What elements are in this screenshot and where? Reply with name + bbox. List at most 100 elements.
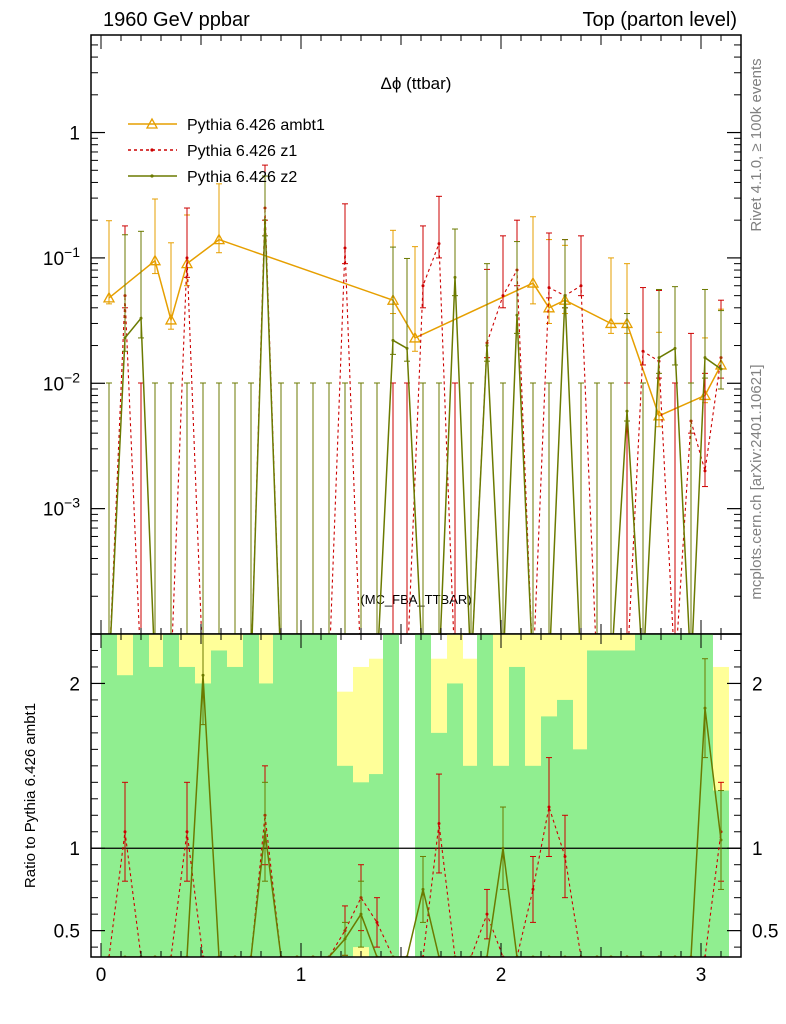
legend-marker-z1 [150, 148, 154, 152]
data-point-z2 [421, 887, 425, 891]
band-inner-bin [259, 683, 273, 957]
legend-label-ambt1: Pythia 6.426 ambt1 [187, 117, 325, 134]
y-tick-label: 1 [69, 124, 80, 145]
band-inner-bin [683, 634, 697, 957]
plot-title: Δϕ (ttbar) [381, 74, 452, 93]
data-point-z2 [391, 338, 395, 342]
data-point-z2 [453, 275, 457, 279]
data-point-z2 [719, 367, 723, 371]
header-left: 1960 GeV ppbar [103, 9, 250, 31]
legend-marker-ambt1 [145, 117, 159, 129]
data-point-z2 [139, 316, 143, 320]
band-inner-bin [697, 634, 713, 957]
side-text-bottom: mcplots.cern.ch [arXiv:2401.10621] [748, 364, 765, 599]
band-inner-bin [149, 666, 163, 957]
ratio-y-axis-label: Ratio to Pythia 6.426 ambt1 [22, 703, 39, 888]
band-inner-bin [415, 634, 431, 957]
band-inner-bin [463, 765, 477, 957]
data-point-z1 [437, 822, 441, 826]
data-point-z2 [344, 670, 347, 673]
data-point-z2 [515, 313, 519, 317]
data-point-z2 [703, 706, 707, 710]
legend-marker-z2 [150, 174, 154, 178]
ratio-y-tick-label-left: 1 [69, 839, 80, 860]
x-tick-label: 0 [96, 965, 107, 986]
data-point-ambt1 [542, 301, 556, 313]
data-point-z2 [359, 912, 363, 916]
series-line-z2 [109, 675, 722, 957]
data-point-ambt1 [408, 331, 422, 343]
band-inner-bin [587, 650, 603, 957]
y-tick-label: 10−3 [43, 495, 80, 521]
y-tick-label: 10−1 [43, 244, 80, 270]
data-point-z1 [641, 349, 645, 353]
data-point-z2 [201, 673, 205, 677]
data-point-z1 [501, 294, 505, 298]
ratio-y-tick-label-right: 0.5 [752, 922, 778, 943]
data-point-z1 [185, 830, 189, 834]
main-panel: Δϕ (ttbar) (MC_FBA_TTBAR) Pythia 6.426 amb… [43, 34, 742, 673]
band-inner-bin [163, 634, 179, 957]
data-point-z2 [563, 294, 567, 298]
ratio-frame [90, 633, 742, 958]
band-inner-bin [369, 774, 383, 957]
data-point-z1 [579, 284, 583, 288]
data-point-z1 [123, 830, 127, 834]
data-point-z2 [485, 344, 489, 348]
data-point-z2 [343, 937, 347, 941]
data-point-z1 [531, 887, 535, 891]
data-point-ambt1 [164, 313, 178, 325]
data-point-z1 [185, 256, 189, 260]
band-inner-bin [321, 634, 337, 957]
data-point-z1 [547, 286, 551, 290]
ratio-bands [101, 634, 729, 957]
header-right: Top (parton level) [582, 9, 737, 31]
band-inner-bin [101, 634, 117, 957]
legend-label-z2: Pythia 6.426 z2 [187, 169, 297, 186]
data-point-z2 [719, 838, 723, 842]
ratio-panel: 0.5 0.5 1 1 2 2 0 1 2 3 Ratio to Pythia 6.426 ambt… [22, 633, 778, 986]
band-inner-bin [227, 666, 243, 957]
band-inner-bin [509, 666, 525, 957]
ratio-y-tick-label-right: 2 [752, 674, 763, 695]
series-ambt1 [102, 183, 728, 428]
band-inner-bin [603, 650, 619, 957]
data-point-z1 [375, 920, 379, 924]
band-inner-bin [667, 634, 683, 957]
ratio-y-tick-label-left: 2 [69, 674, 80, 695]
band-inner-bin [651, 634, 667, 957]
data-point-z2 [657, 356, 661, 360]
data-point-z2 [405, 346, 409, 350]
data-point-ambt1 [212, 233, 226, 245]
band-inner-bin [211, 650, 227, 957]
data-point-z1 [343, 246, 347, 250]
data-point-z2 [263, 218, 267, 222]
data-point-ambt1 [526, 276, 540, 288]
band-inner-bin [573, 749, 587, 957]
data-point-z2 [123, 336, 127, 340]
data-point-z1 [421, 284, 425, 288]
y-tick-label: 10−2 [43, 369, 80, 395]
band-inner-bin [243, 634, 259, 957]
data-point-z1 [406, 670, 409, 673]
series-z2 [106, 175, 724, 673]
x-tick-label: 1 [296, 965, 307, 986]
x-tick-label: 2 [496, 965, 507, 986]
ratio-y-tick-label-left: 0.5 [54, 922, 80, 943]
data-point-z2 [703, 356, 707, 360]
band-inner-bin [273, 634, 289, 957]
band-inner-bin [337, 765, 353, 957]
series-line-z2 [110, 220, 722, 634]
band-inner-bin [477, 634, 493, 957]
data-point-z2 [501, 846, 505, 850]
band-inner-bin [619, 650, 635, 957]
band-inner-bin [305, 634, 321, 957]
data-point-ambt1 [604, 317, 618, 329]
data-point-ambt1 [148, 254, 162, 266]
band-inner-bin [289, 634, 305, 957]
data-point-z1 [437, 242, 441, 246]
data-point-z2 [625, 409, 629, 413]
series-line-z1 [110, 207, 722, 634]
data-point-z1 [563, 854, 567, 858]
